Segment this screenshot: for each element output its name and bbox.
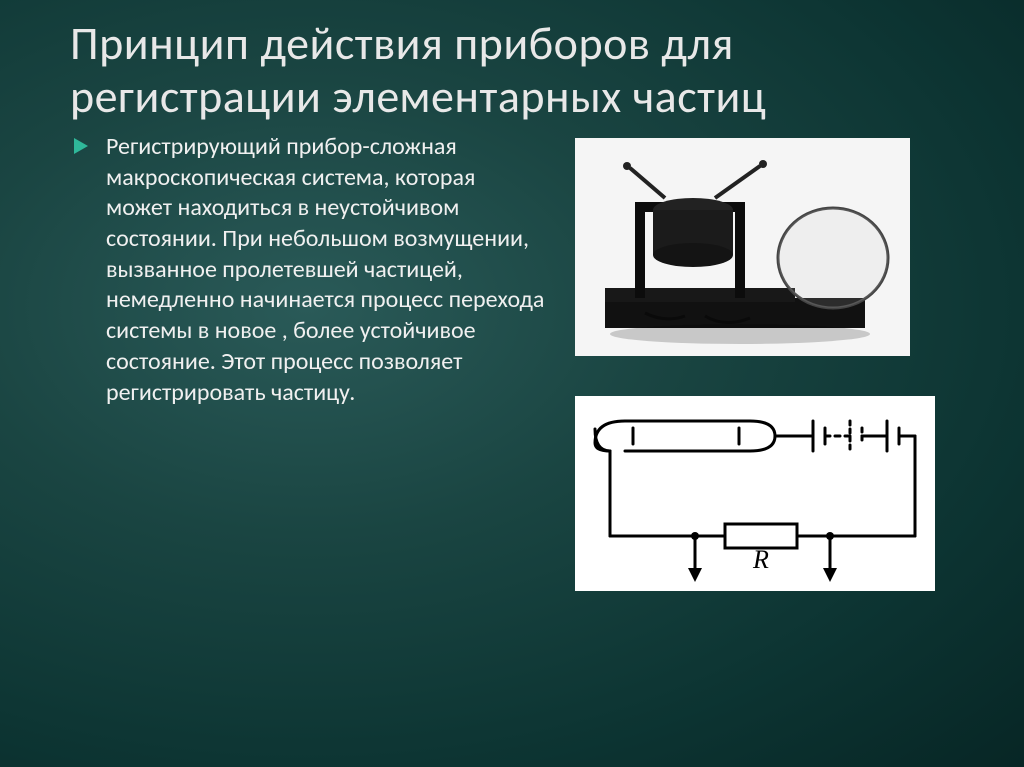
circuit-diagram-icon: R xyxy=(575,396,935,591)
slide-title: Принцип действия приборов для регистраци… xyxy=(70,18,954,124)
apparatus-photo-icon xyxy=(575,138,910,356)
bullet-icon xyxy=(74,138,88,154)
content-row: Регистрирующий прибор-сложная макроскопи… xyxy=(70,132,954,591)
body-column: Регистрирующий прибор-сложная макроскопи… xyxy=(70,132,545,591)
circuit-diagram: R xyxy=(575,396,935,591)
body-text: Регистрирующий прибор-сложная макроскопи… xyxy=(106,132,545,408)
slide: Принцип действия приборов для регистраци… xyxy=(0,0,1024,767)
resistor-label: R xyxy=(752,545,769,574)
apparatus-photo xyxy=(575,138,910,356)
image-column: R xyxy=(575,132,954,591)
